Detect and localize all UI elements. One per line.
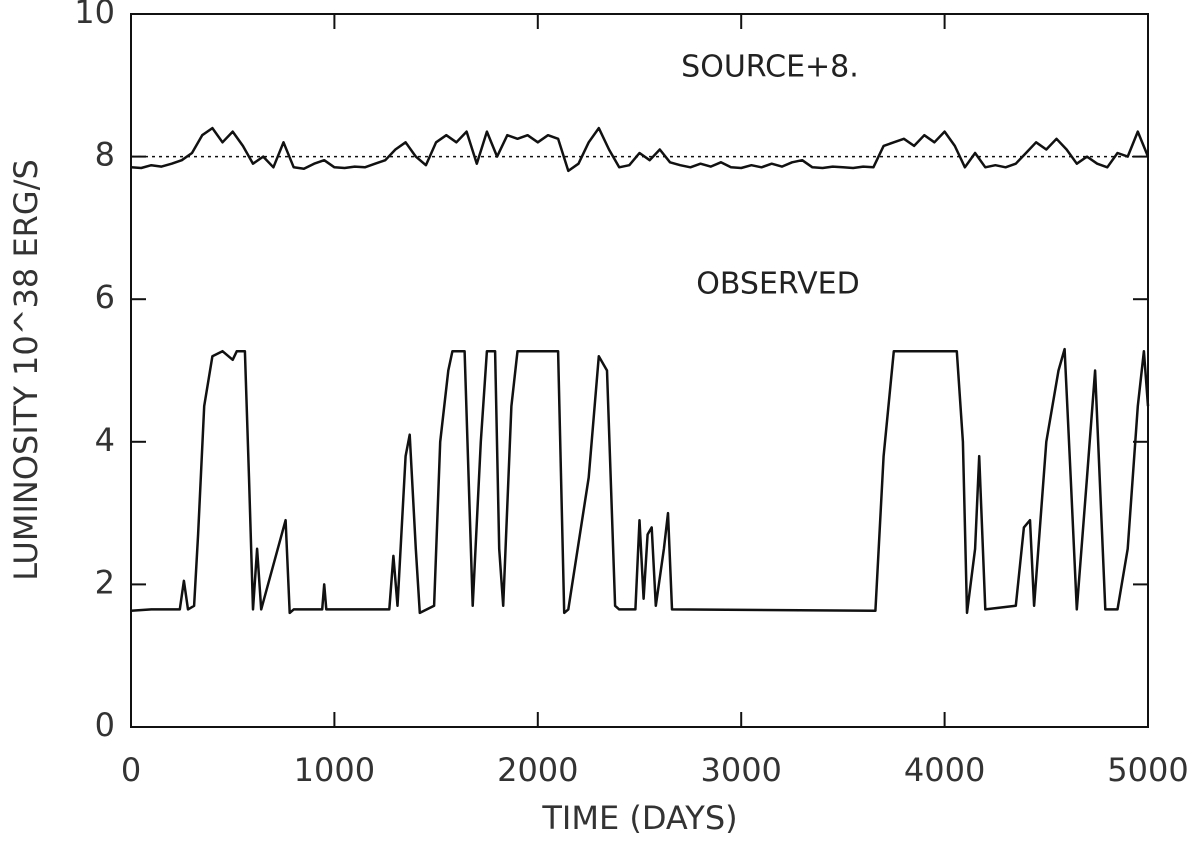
- y-tick-label: 2: [95, 563, 115, 601]
- x-tick-label: 3000: [700, 751, 781, 789]
- y-axis-title: LUMINOSITY 10^38 ERG/S: [7, 159, 45, 581]
- x-axis-title: TIME (DAYS): [541, 799, 737, 837]
- plot-frame: [130, 13, 1149, 728]
- data-line: [130, 126, 1150, 173]
- x-tick-label: 1000: [294, 751, 375, 789]
- y-tick-label: 10: [74, 0, 115, 31]
- y-tick-label: 4: [95, 421, 115, 459]
- y-tick-label: 0: [95, 706, 115, 744]
- annotation: SOURCE+8.: [681, 50, 859, 85]
- x-tick-label: 0: [121, 751, 141, 789]
- x-tick-label: 5000: [1107, 751, 1188, 789]
- y-tick-label: 8: [95, 136, 115, 174]
- x-tick-label: 4000: [904, 751, 985, 789]
- annotation: OBSERVED: [696, 267, 859, 302]
- data-line: [130, 347, 1150, 615]
- y-tick-label: 6: [95, 278, 115, 316]
- x-tick-label: 2000: [497, 751, 578, 789]
